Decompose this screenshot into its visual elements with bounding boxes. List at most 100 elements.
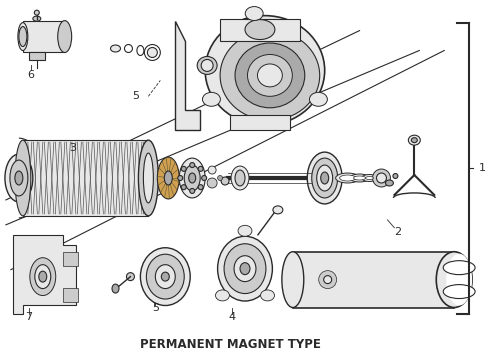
Text: PERMANENT MAGNET TYPE: PERMANENT MAGNET TYPE xyxy=(140,338,320,351)
Ellipse shape xyxy=(310,92,327,106)
Bar xyxy=(29,53,45,60)
Ellipse shape xyxy=(443,285,475,298)
Ellipse shape xyxy=(349,174,369,182)
Ellipse shape xyxy=(443,261,475,275)
Ellipse shape xyxy=(207,178,217,188)
Ellipse shape xyxy=(147,254,184,299)
Ellipse shape xyxy=(234,256,256,282)
Text: 1: 1 xyxy=(479,163,486,173)
Ellipse shape xyxy=(446,254,472,306)
Ellipse shape xyxy=(218,176,222,180)
Ellipse shape xyxy=(126,273,134,280)
Ellipse shape xyxy=(273,206,283,214)
Ellipse shape xyxy=(312,158,338,198)
Ellipse shape xyxy=(220,31,319,120)
Ellipse shape xyxy=(141,248,190,306)
Ellipse shape xyxy=(138,140,158,216)
Ellipse shape xyxy=(184,165,200,191)
Ellipse shape xyxy=(202,176,207,180)
Ellipse shape xyxy=(35,265,51,289)
Ellipse shape xyxy=(30,258,56,296)
Ellipse shape xyxy=(245,20,275,40)
Ellipse shape xyxy=(208,166,216,174)
Ellipse shape xyxy=(366,176,373,180)
Ellipse shape xyxy=(376,173,387,183)
Ellipse shape xyxy=(39,271,47,282)
Text: 5: 5 xyxy=(132,91,139,101)
Ellipse shape xyxy=(235,170,245,186)
Bar xyxy=(63,252,77,266)
Ellipse shape xyxy=(198,166,203,171)
Polygon shape xyxy=(13,235,75,315)
Ellipse shape xyxy=(198,185,203,190)
Ellipse shape xyxy=(202,92,220,106)
Ellipse shape xyxy=(5,154,33,202)
Ellipse shape xyxy=(436,252,472,307)
Ellipse shape xyxy=(164,171,172,185)
Ellipse shape xyxy=(324,276,332,284)
Ellipse shape xyxy=(261,290,274,301)
Ellipse shape xyxy=(145,45,160,60)
Ellipse shape xyxy=(34,10,39,15)
Ellipse shape xyxy=(197,57,217,75)
Ellipse shape xyxy=(137,45,144,55)
Ellipse shape xyxy=(111,45,121,52)
Ellipse shape xyxy=(157,157,179,199)
Ellipse shape xyxy=(282,252,304,307)
Ellipse shape xyxy=(318,271,337,289)
Text: 3: 3 xyxy=(69,143,76,153)
Ellipse shape xyxy=(238,225,252,236)
Ellipse shape xyxy=(189,173,196,183)
Ellipse shape xyxy=(224,244,266,293)
Ellipse shape xyxy=(144,153,153,203)
Ellipse shape xyxy=(321,172,329,184)
Ellipse shape xyxy=(372,169,391,187)
Ellipse shape xyxy=(247,54,293,96)
Polygon shape xyxy=(175,21,200,130)
Ellipse shape xyxy=(33,16,41,21)
Ellipse shape xyxy=(205,15,325,125)
Ellipse shape xyxy=(181,185,186,190)
Ellipse shape xyxy=(240,263,250,275)
Ellipse shape xyxy=(386,180,393,186)
Ellipse shape xyxy=(218,236,272,301)
Ellipse shape xyxy=(181,166,186,171)
Ellipse shape xyxy=(155,265,175,289)
Ellipse shape xyxy=(15,171,23,185)
Bar xyxy=(230,115,290,130)
Ellipse shape xyxy=(412,138,417,143)
Bar xyxy=(23,21,65,53)
Text: 2: 2 xyxy=(394,227,401,237)
Ellipse shape xyxy=(58,21,72,53)
Text: 4: 4 xyxy=(228,312,236,323)
Ellipse shape xyxy=(235,43,305,108)
Ellipse shape xyxy=(190,163,195,167)
Ellipse shape xyxy=(201,59,213,71)
Ellipse shape xyxy=(257,64,282,87)
Ellipse shape xyxy=(340,175,356,181)
Text: 7: 7 xyxy=(25,312,32,323)
Bar xyxy=(63,288,77,302)
Ellipse shape xyxy=(10,160,28,196)
Ellipse shape xyxy=(221,177,229,185)
Ellipse shape xyxy=(190,189,195,193)
Ellipse shape xyxy=(15,140,31,216)
Ellipse shape xyxy=(19,27,27,46)
Ellipse shape xyxy=(179,158,205,198)
Ellipse shape xyxy=(362,175,377,181)
Ellipse shape xyxy=(245,6,263,21)
Ellipse shape xyxy=(231,166,249,190)
Ellipse shape xyxy=(354,176,366,180)
Text: 5: 5 xyxy=(152,302,159,312)
Text: 6: 6 xyxy=(27,71,34,80)
Ellipse shape xyxy=(161,272,169,281)
Ellipse shape xyxy=(147,48,157,58)
Ellipse shape xyxy=(112,284,119,293)
Ellipse shape xyxy=(408,135,420,145)
Bar xyxy=(220,19,300,41)
Ellipse shape xyxy=(216,290,229,301)
Bar xyxy=(23,140,148,216)
Ellipse shape xyxy=(393,174,398,179)
Ellipse shape xyxy=(307,152,342,204)
Ellipse shape xyxy=(317,165,333,191)
